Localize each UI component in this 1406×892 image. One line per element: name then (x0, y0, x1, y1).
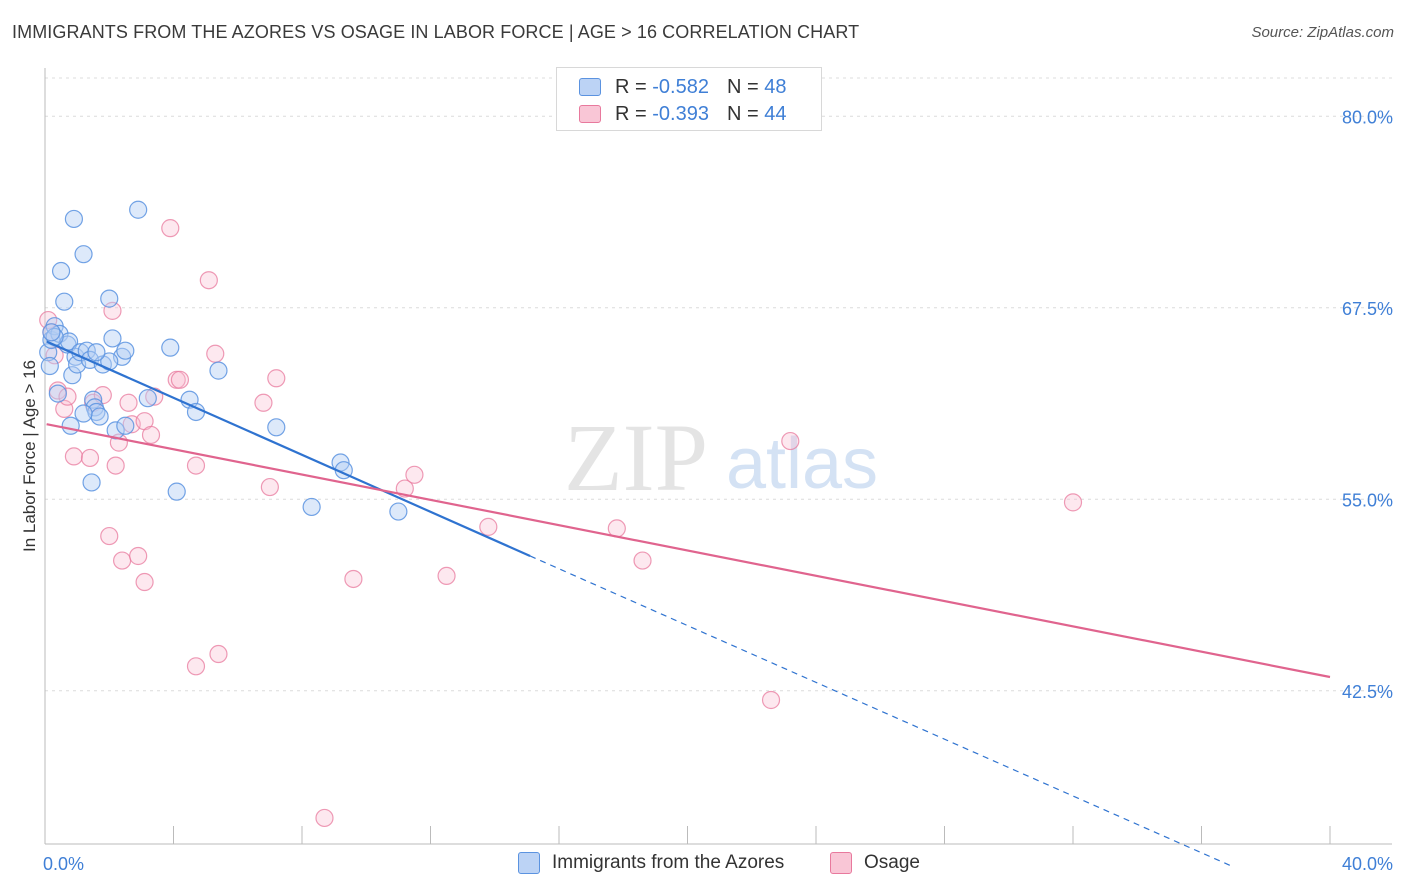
legend-label-azores: Immigrants from the Azores (552, 852, 785, 873)
osage-point (267, 369, 286, 388)
azores-point (209, 361, 228, 380)
azores-point (167, 482, 186, 501)
r-label: R = (615, 75, 647, 98)
osage-point (315, 808, 334, 828)
osage-point (112, 551, 132, 570)
osage-point (135, 572, 154, 592)
osage-point (64, 447, 84, 466)
azores-legend-swatch (518, 852, 540, 874)
azores-swatch (579, 78, 601, 96)
osage-point (186, 657, 206, 676)
series-legend: Immigrants from the Azores Osage (0, 852, 1406, 878)
axes (44, 68, 1392, 845)
azores-point (64, 209, 84, 229)
osage-point (479, 517, 498, 536)
osage-point (344, 569, 363, 589)
azores-point (59, 332, 79, 351)
y-tick-label: 67.5% (1342, 299, 1393, 319)
azores-point (90, 407, 109, 426)
azores-point (138, 389, 157, 408)
legend-label-osage: Osage (864, 852, 920, 873)
r-value-osage: -0.393 (652, 102, 709, 125)
osage-point (80, 448, 100, 468)
azores-points (39, 200, 408, 521)
azores-point (61, 416, 80, 435)
osage-point (761, 690, 781, 710)
osage-point (129, 546, 148, 566)
y-tick-label: 42.5% (1342, 682, 1393, 702)
y-tick-label: 80.0% (1342, 107, 1393, 127)
source-label: Source: ZipAtlas.com (1251, 24, 1394, 41)
r-value-azores: -0.582 (652, 75, 709, 98)
azores-point (302, 497, 321, 517)
azores-point (63, 366, 82, 385)
legend-row-osage: R = -0.393 N = 44 (579, 102, 786, 126)
azores-point (116, 416, 135, 435)
azores-point (161, 338, 180, 357)
azores-point (267, 418, 286, 437)
osage-point (161, 219, 180, 238)
tick-labels: 80.0% 67.5% 55.0% 42.5% 0.0% 40.0% (43, 107, 1393, 874)
azores-point (74, 404, 93, 423)
trend-lines (46, 340, 1331, 868)
osage-point (405, 465, 424, 484)
x-tick-label-min: 0.0% (43, 854, 84, 874)
osage-swatch (579, 105, 601, 123)
osage-point (1063, 493, 1083, 512)
n-label: N = (726, 75, 759, 98)
azores-point (389, 502, 408, 521)
osage-point (106, 456, 125, 475)
osage-point (209, 644, 228, 664)
azores-point (103, 329, 122, 348)
y-tick-label: 55.0% (1342, 490, 1393, 510)
azores-point (40, 356, 59, 376)
x-tick-label-max: 40.0% (1342, 854, 1393, 874)
correlation-legend: R = -0.582 N = 48 R = -0.393 N = 44 (556, 67, 822, 131)
azores-point (55, 292, 74, 311)
watermark-zip: ZIP (564, 404, 708, 511)
azores-trend-line (46, 340, 531, 557)
r-label: R = (615, 102, 647, 125)
osage-point (260, 477, 279, 497)
azores-point (100, 289, 119, 308)
azores-point (48, 384, 67, 403)
osage-point (141, 425, 161, 445)
osage-point (206, 344, 225, 363)
watermark-atlas: atlas (726, 424, 878, 504)
osage-trend-line (46, 423, 1331, 679)
osage-point (437, 566, 456, 586)
grid-lines (45, 77, 1392, 692)
n-value-azores: 48 (764, 75, 787, 98)
legend-item-azores: Immigrants from the Azores (518, 852, 784, 874)
azores-point (74, 245, 93, 264)
n-value-osage: 44 (764, 102, 787, 125)
azores-point (51, 261, 71, 281)
n-label: N = (726, 102, 759, 125)
osage-legend-swatch (830, 852, 852, 874)
legend-item-osage: Osage (830, 852, 920, 874)
osage-point (254, 393, 273, 412)
azores-point (82, 473, 101, 492)
osage-point (119, 393, 138, 412)
chart-title: IMMIGRANTS FROM THE AZORES VS OSAGE IN L… (12, 22, 860, 42)
legend-row-azores: R = -0.582 N = 48 (579, 75, 786, 99)
osage-point (781, 431, 800, 451)
osage-point (199, 271, 218, 290)
azores-point (116, 341, 135, 360)
azores-point (129, 200, 148, 219)
azores-point (42, 323, 61, 342)
osage-points (39, 219, 1083, 828)
azores-trend-extension (529, 555, 1234, 868)
osage-point (186, 456, 206, 475)
azores-point (87, 343, 106, 362)
osage-point (633, 551, 652, 570)
osage-point (170, 370, 190, 389)
osage-point (100, 526, 119, 546)
